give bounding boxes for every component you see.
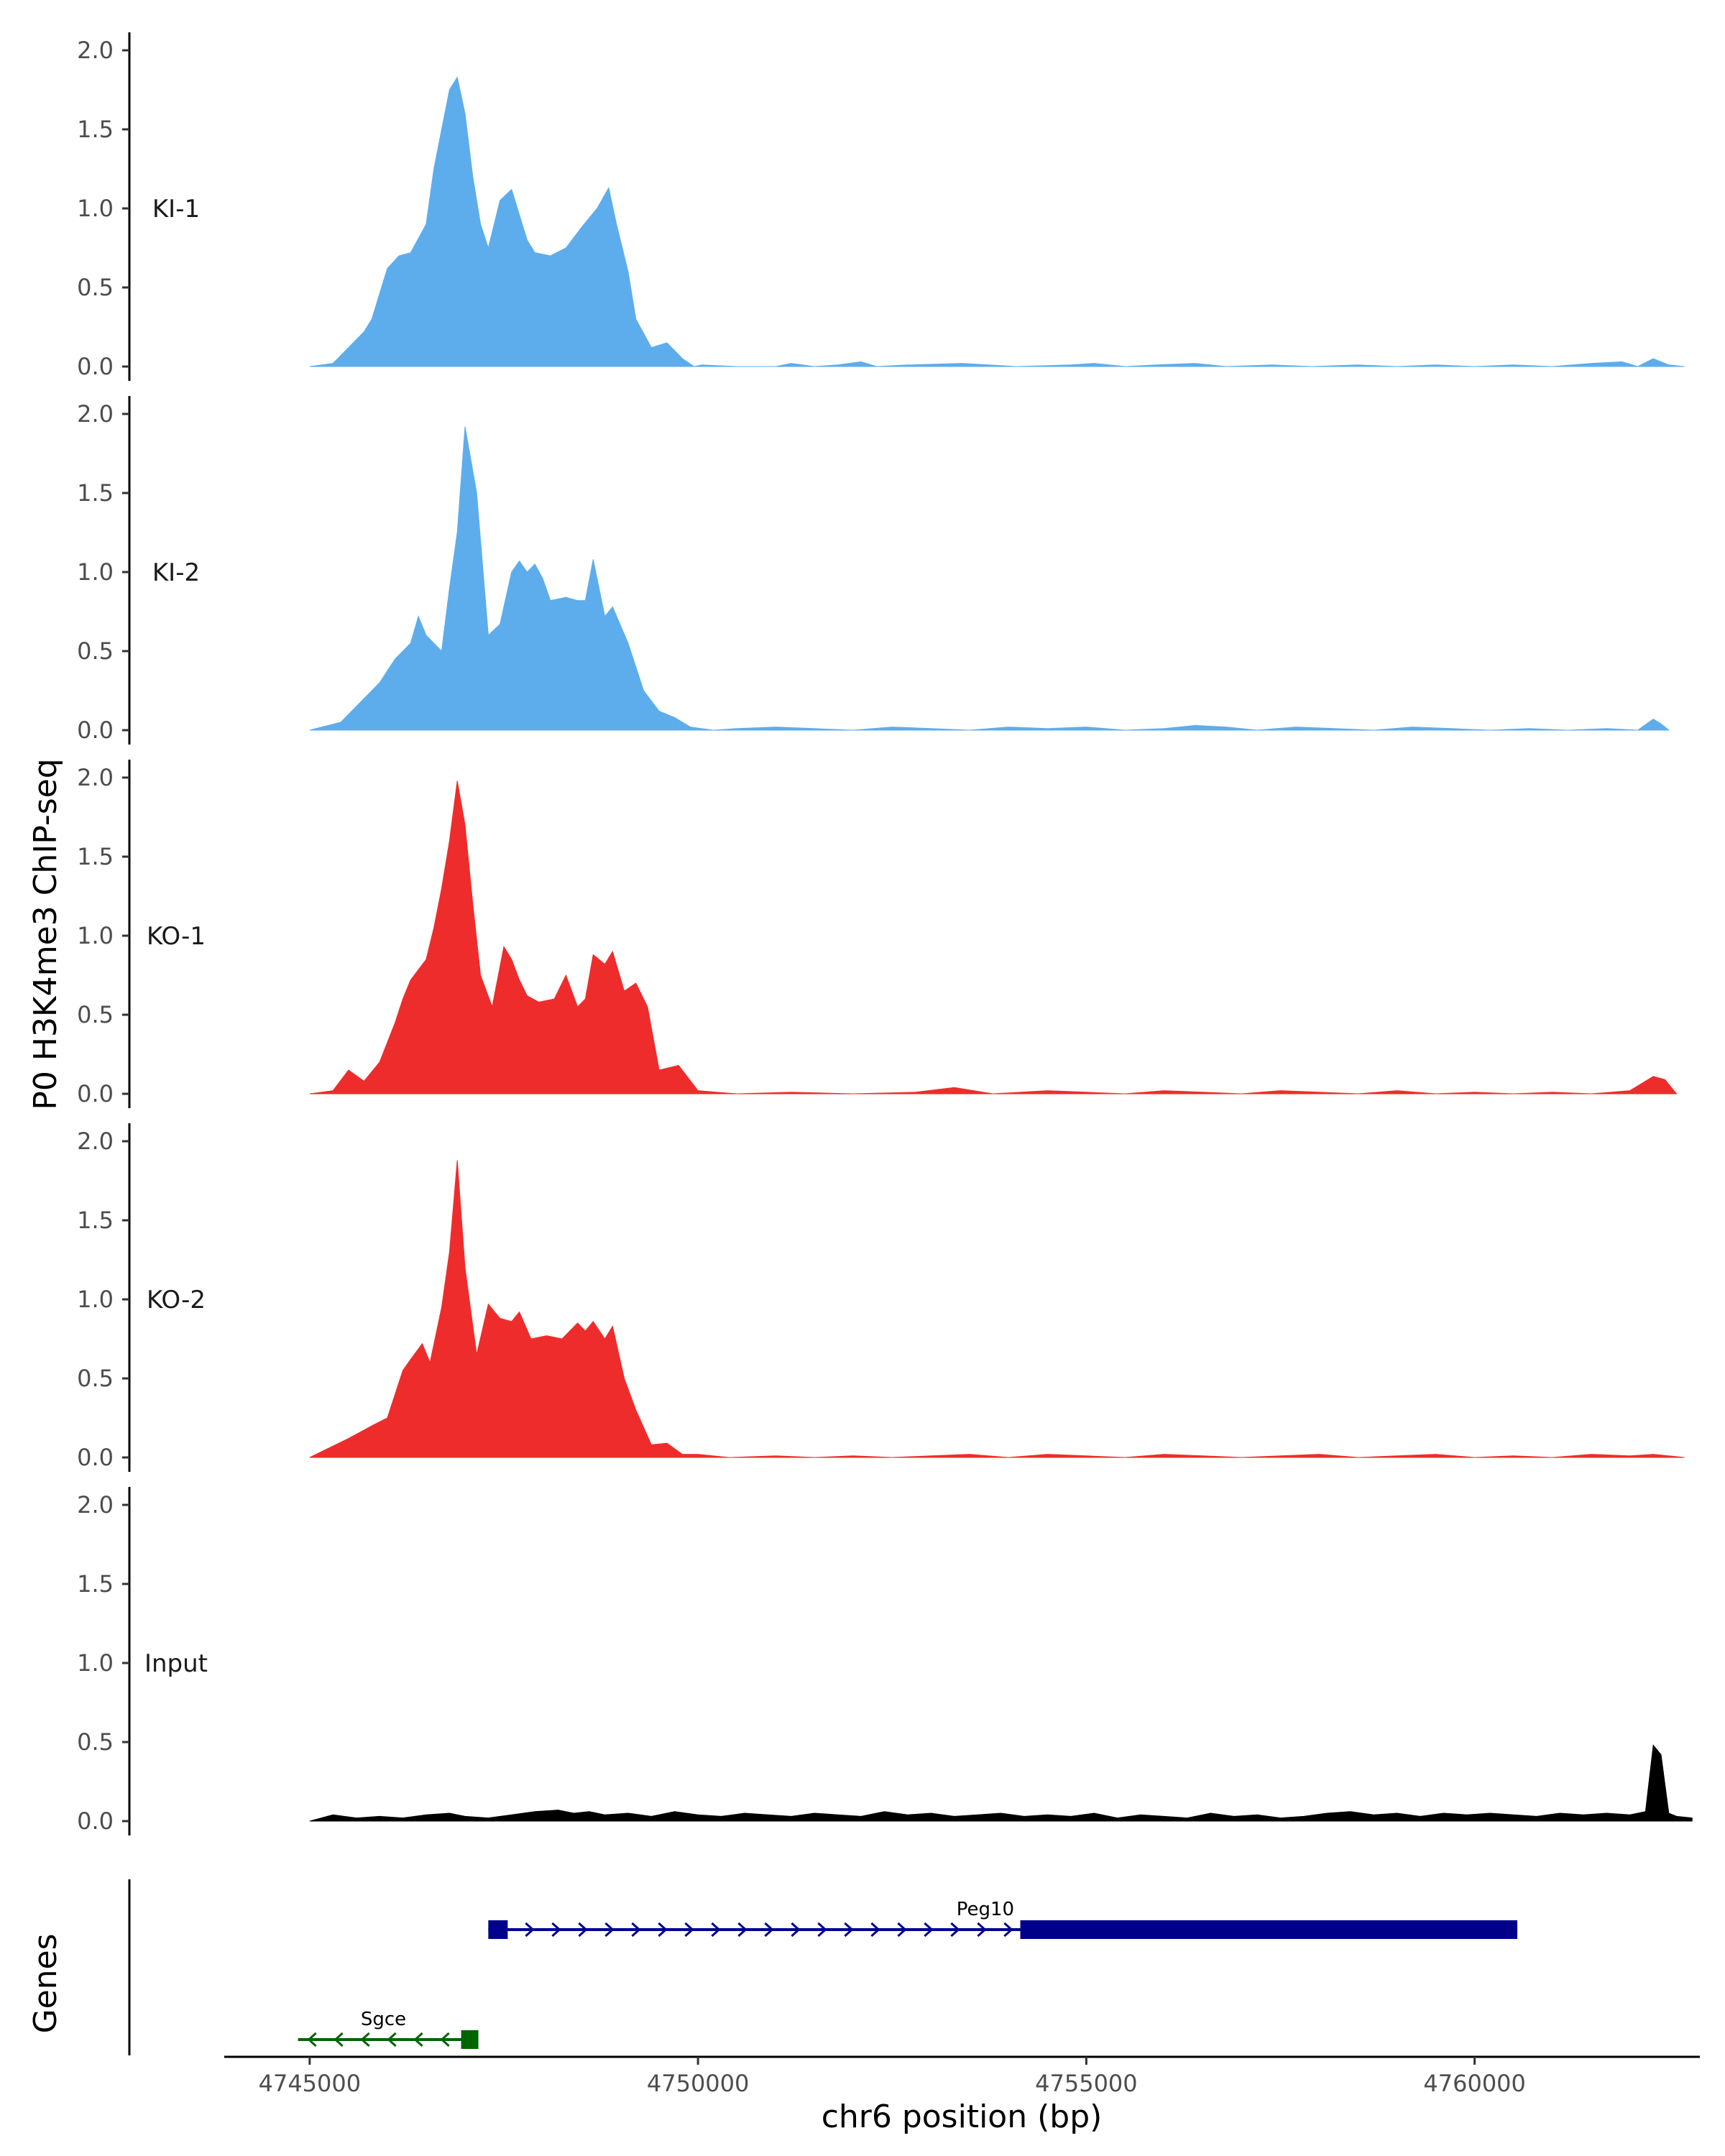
- signal-area: [309, 76, 1685, 367]
- y-axis-title: P0 H3K4me3 ChIP-seq: [27, 758, 64, 1110]
- x-tick-label: 4745000: [259, 2070, 362, 2097]
- signal-area: [309, 426, 1670, 731]
- strand-arrow-icon: [924, 1922, 934, 1938]
- y-tick-label: 0.5: [77, 1001, 114, 1028]
- track-panels: 0.00.51.01.52.0KI-10.00.51.01.52.0KI-20.…: [77, 32, 1693, 1835]
- x-tick-label: 4760000: [1423, 2070, 1526, 2097]
- y-tick-label: 2.0: [77, 764, 114, 791]
- gene-exon: [1020, 1920, 1518, 1939]
- strand-arrow-icon: [631, 1922, 641, 1938]
- y-tick-label: 0.0: [77, 1444, 114, 1471]
- track-label: KI-2: [152, 558, 200, 587]
- gene-annotation-panel: Peg10 Sgce: [128, 1879, 1518, 2055]
- y-tick-label: 1.0: [77, 922, 114, 949]
- x-axis: 4745000 4750000 4755000 4760000: [224, 2055, 1700, 2097]
- x-axis-title: chr6 position (bp): [822, 2099, 1103, 2135]
- y-tick-label: 0.5: [77, 1728, 114, 1756]
- y-tick-label: 1.0: [77, 558, 114, 586]
- track-ki-1: 0.0 0.5 1.0 1.5 2.0 KI-1: [77, 32, 1685, 381]
- x-tick-label: 4755000: [1035, 2070, 1138, 2097]
- y-tick-label: 1.0: [77, 195, 114, 222]
- strand-arrow-icon: [1003, 1922, 1013, 1938]
- gene-exon: [461, 2030, 479, 2049]
- y-tick-label: 2.0: [77, 37, 114, 64]
- strand-arrow-icon: [387, 2032, 397, 2047]
- strand-arrow-icon: [413, 2032, 423, 2047]
- y-tick-label: 0.0: [77, 1807, 114, 1835]
- y-tick-label: 1.5: [77, 116, 114, 143]
- strand-arrow-icon: [977, 1922, 987, 1938]
- track-input: 0.0 0.5 1.0 1.5 2.0 Input: [77, 1487, 1693, 1835]
- track-label: Input: [144, 1649, 208, 1678]
- track-label: KI-1: [152, 195, 200, 224]
- strand-arrow-icon: [658, 1922, 668, 1938]
- strand-arrow-icon: [440, 2032, 450, 2047]
- gene-label: Peg10: [957, 1899, 1014, 1920]
- strand-arrow-icon: [791, 1922, 801, 1938]
- strand-arrow-icon: [604, 1922, 615, 1938]
- signal-area: [309, 1160, 1685, 1458]
- y-tick-label: 0.0: [77, 717, 114, 744]
- strand-arrow-icon: [950, 1922, 960, 1938]
- track-ko-2: 0.0 0.5 1.0 1.5 2.0 KO-2: [77, 1123, 1685, 1472]
- strand-arrow-icon: [764, 1922, 774, 1938]
- strand-arrow-icon: [307, 2032, 317, 2047]
- strand-arrow-icon: [360, 2032, 370, 2047]
- strand-arrow-icon: [817, 1922, 827, 1938]
- y-tick-label: 2.0: [77, 1491, 114, 1519]
- track-ko-1: 0.0 0.5 1.0 1.5 2.0 KO-1: [77, 760, 1678, 1108]
- strand-arrow-icon: [844, 1922, 854, 1938]
- strand-arrow-icon: [551, 1922, 561, 1938]
- track-ki-2: 0.0 0.5 1.0 1.5 2.0 KI-2: [77, 396, 1670, 745]
- strand-arrow-icon: [711, 1922, 721, 1938]
- strand-arrow-icon: [897, 1922, 907, 1938]
- y-tick-label: 1.0: [77, 1286, 114, 1313]
- y-tick-label: 0.5: [77, 637, 114, 665]
- track-label: KO-1: [147, 922, 206, 951]
- y-tick-label: 1.5: [77, 1207, 114, 1234]
- strand-arrow-icon: [684, 1922, 694, 1938]
- gene-sgce: Sgce: [298, 2009, 479, 2049]
- x-tick-label: 4750000: [647, 2070, 750, 2097]
- gene-label: Sgce: [361, 2009, 406, 2030]
- strand-arrow-icon: [737, 1922, 748, 1938]
- y-tick-label: 2.0: [77, 1128, 114, 1155]
- strand-arrow-icon: [578, 1922, 588, 1938]
- y-tick-label: 1.5: [77, 1570, 114, 1598]
- track-label: KO-2: [147, 1286, 206, 1314]
- y-tick-label: 0.5: [77, 274, 114, 301]
- genes-axis-title: Genes: [27, 1933, 64, 2033]
- y-tick-label: 1.5: [77, 479, 114, 507]
- gene-exon: [488, 1920, 508, 1939]
- y-tick-label: 0.5: [77, 1365, 114, 1392]
- y-tick-label: 1.5: [77, 843, 114, 870]
- strand-arrow-icon: [870, 1922, 880, 1938]
- y-tick-label: 0.0: [77, 353, 114, 380]
- gene-peg10: Peg10: [488, 1899, 1518, 1939]
- y-tick-label: 1.0: [77, 1649, 114, 1677]
- strand-arrow-icon: [334, 2032, 344, 2047]
- y-tick-label: 2.0: [77, 400, 114, 428]
- signal-area: [309, 780, 1678, 1095]
- signal-area: [309, 1744, 1693, 1822]
- y-tick-label: 0.0: [77, 1080, 114, 1107]
- strand-arrow-icon: [525, 1922, 535, 1938]
